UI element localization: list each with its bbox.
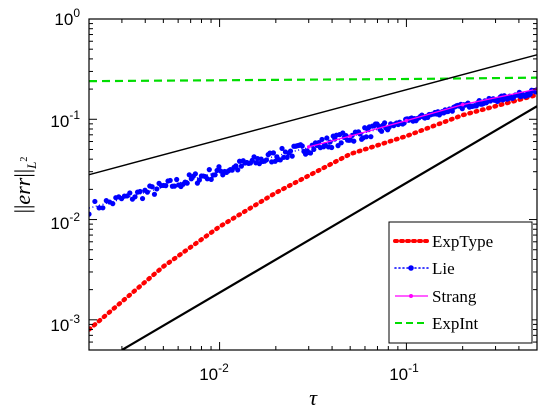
marker-lie (382, 120, 388, 126)
marker-lie (338, 140, 344, 146)
marker-lie (311, 146, 317, 152)
x-tick-label-0: 10-2 (199, 361, 229, 384)
line-expint (89, 76, 537, 83)
marker-lie (270, 150, 277, 156)
marker-lie (127, 190, 133, 196)
y-tick-label-1: 10-1 (50, 108, 80, 131)
reference-line-thin (89, 54, 537, 176)
marker-lie (212, 172, 218, 178)
series-strang (306, 87, 537, 149)
marker-lie (132, 194, 138, 200)
marker-lie (378, 128, 385, 134)
marker-lie (196, 177, 203, 183)
marker-lie (324, 135, 330, 141)
y-axis-label: ||err||L2 (10, 157, 39, 214)
marker-lie (363, 134, 369, 140)
marker-lie (238, 163, 244, 169)
marker-lie (299, 143, 305, 149)
line-exptype (89, 92, 537, 332)
y-tick-label-0: 100 (54, 6, 80, 29)
marker-lie (171, 183, 178, 189)
marker-lie (208, 176, 214, 182)
marker-lie (167, 177, 173, 184)
marker-strang (460, 102, 465, 107)
x-axis-label: τ (309, 385, 318, 410)
tick-marks (88, 18, 538, 351)
marker-lie (89, 211, 92, 217)
marker-lie (287, 148, 294, 154)
marker-lie (100, 205, 106, 211)
marker-lie (206, 167, 212, 173)
series-exptype (89, 92, 537, 332)
svg-text:||err||L2: ||err||L2 (10, 157, 39, 214)
marker-lie (174, 176, 180, 183)
y-tick-label-2: 10-2 (50, 210, 80, 233)
series-expint (89, 76, 537, 83)
series-reference-5 (121, 105, 537, 350)
series-layer (89, 76, 537, 332)
marker-lie (92, 198, 98, 205)
marker-lie (204, 176, 210, 182)
marker-strang (348, 134, 352, 138)
marker-strang (306, 145, 311, 149)
marker-lie (110, 201, 116, 207)
marker-lie (216, 164, 222, 170)
reference-line-thick (121, 105, 537, 350)
y-tick-label-3: 10-3 (50, 312, 80, 335)
marker-lie (149, 184, 155, 190)
marker-lie (163, 183, 169, 189)
marker-lie (144, 189, 150, 195)
legend-marker-strang (409, 294, 413, 298)
legend-label-exptype: ExpType (432, 232, 493, 251)
marker-lie (329, 144, 335, 151)
plot-frame (88, 18, 538, 351)
marker-lie (192, 171, 198, 177)
legend: ExpType Lie Strang ExpInt (388, 221, 533, 344)
series-reference-4 (89, 54, 537, 176)
legend-marker-lie (408, 265, 414, 271)
marker-lie (307, 150, 314, 156)
marker-lie (96, 205, 102, 211)
marker-lie (184, 180, 190, 186)
marker-lie (139, 195, 146, 202)
marker-lie (459, 106, 465, 112)
reference-lines (89, 54, 537, 350)
marker-lie (279, 145, 285, 152)
marker-strang (404, 118, 409, 123)
x-tick-label-1: 10-1 (389, 361, 419, 384)
marker-lie (233, 163, 239, 169)
marker-lie (151, 191, 158, 197)
legend-label-lie: Lie (432, 259, 455, 278)
marker-lie (154, 186, 160, 192)
marker-lie (186, 172, 192, 178)
marker-lie (289, 153, 295, 159)
legend-label-expint: ExpInt (432, 314, 479, 333)
marker-lie (137, 188, 143, 195)
marker-lie (368, 134, 374, 140)
marker-lie (235, 167, 241, 173)
marker-lie (263, 157, 270, 163)
legend-label-strang: Strang (432, 287, 477, 306)
marker-lie (284, 154, 290, 160)
marker-lie (351, 138, 357, 144)
marker-lie (319, 136, 325, 143)
